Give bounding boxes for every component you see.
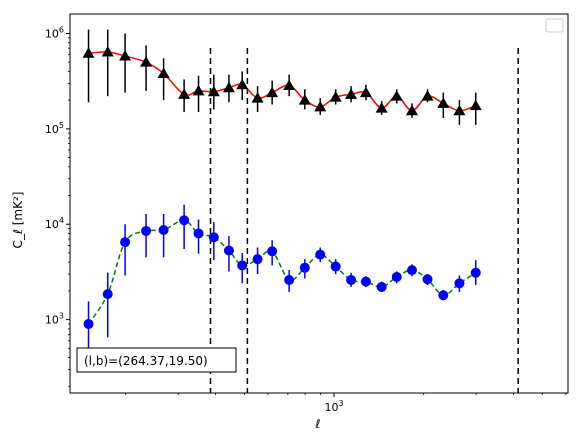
circle-marker (120, 237, 131, 248)
circle-marker (141, 225, 152, 236)
triangle-marker (314, 100, 327, 112)
legend-box (545, 18, 564, 33)
circle-marker (438, 290, 449, 301)
circle-marker (360, 276, 371, 287)
circle-marker (391, 271, 402, 282)
circle-marker (223, 245, 234, 256)
triangle-marker (251, 92, 264, 103)
triangle-marker (178, 88, 191, 99)
y-tick-label: 106 (45, 25, 64, 40)
circle-marker (208, 232, 219, 243)
circle-marker (179, 215, 190, 226)
circle-marker (237, 260, 248, 271)
circle-marker (470, 267, 481, 278)
triangle-marker (375, 102, 388, 113)
circle-marker (315, 249, 326, 260)
series-2 (83, 204, 481, 358)
triangle-marker (469, 99, 482, 111)
circle-marker (267, 246, 278, 257)
circle-marker (252, 254, 263, 265)
triangle-marker (222, 81, 235, 93)
circle-marker (284, 275, 295, 286)
y-tick-label: 103 (45, 312, 64, 327)
plot-area (82, 29, 519, 393)
circle-marker (330, 261, 341, 272)
triangle-marker (390, 90, 403, 101)
triangle-marker (283, 79, 296, 90)
y-axis-label: C_ℓ [mK²] (11, 192, 25, 249)
triangle-marker (101, 45, 114, 57)
triangle-marker (140, 56, 153, 67)
plot-content (82, 29, 519, 393)
circle-marker (193, 228, 204, 239)
triangle-marker (207, 85, 220, 97)
triangle-marker (157, 67, 170, 79)
circle-marker (422, 274, 433, 285)
annotation-box (76, 347, 237, 373)
axis-ticks: 103 104 105 106 103 (45, 25, 567, 414)
triangle-marker (82, 47, 95, 58)
triangle-marker (421, 90, 434, 101)
series-1 (82, 29, 482, 125)
circle-marker (346, 275, 357, 286)
triangle-marker (266, 86, 279, 98)
circle-marker (299, 262, 310, 273)
triangle-marker (298, 94, 311, 105)
triangle-marker (236, 78, 249, 90)
triangle-marker (359, 86, 372, 98)
triangle-marker (192, 84, 205, 96)
circle-marker (158, 224, 169, 235)
x-tick-label: 103 (324, 399, 343, 414)
circle-marker (406, 265, 417, 276)
triangle-marker (119, 50, 132, 61)
x-axis-label: ℓ (315, 417, 321, 431)
triangle-marker (437, 97, 450, 108)
triangle-marker (405, 104, 418, 116)
circle-marker (376, 281, 387, 292)
y-tick-label: 104 (45, 216, 64, 231)
circle-marker (454, 278, 465, 289)
annotation-text: (l,b)=(264.37,19.50) (84, 354, 208, 368)
axes-frame (69, 13, 569, 394)
triangle-marker (345, 88, 358, 99)
circle-marker (102, 289, 113, 300)
circle-marker (83, 318, 94, 329)
triangle-marker (329, 91, 342, 102)
triangle-marker (453, 104, 466, 116)
y-tick-label: 105 (45, 121, 64, 136)
